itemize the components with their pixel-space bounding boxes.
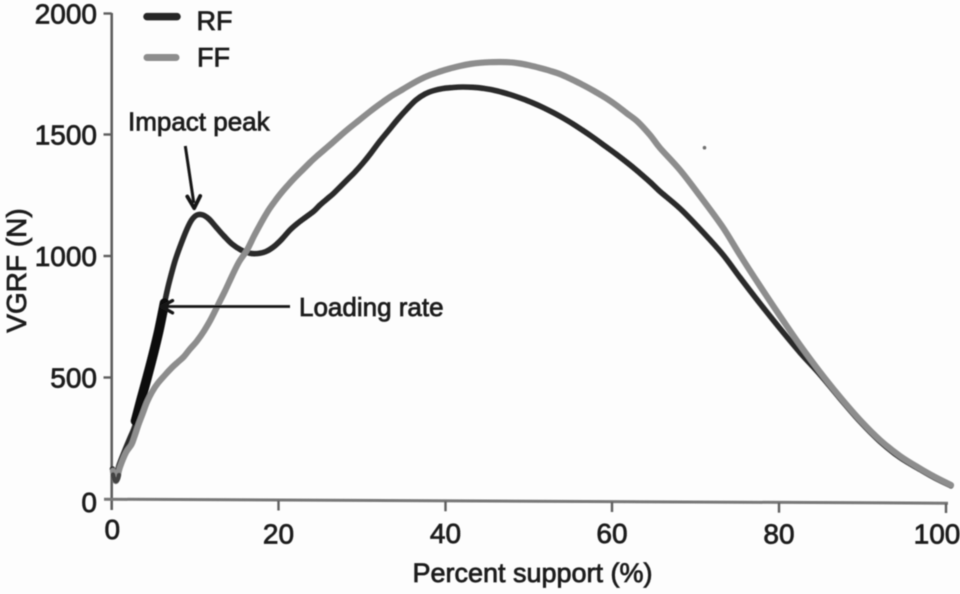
svg-text:1500: 1500 (35, 120, 97, 151)
svg-text:Percent support (%): Percent support (%) (412, 558, 652, 588)
svg-text:FF: FF (197, 42, 230, 72)
svg-text:20: 20 (263, 519, 294, 550)
svg-text:1000: 1000 (35, 241, 97, 272)
svg-text:0: 0 (81, 487, 97, 518)
svg-text:40: 40 (430, 518, 461, 549)
svg-text:80: 80 (763, 519, 794, 550)
svg-text:100: 100 (914, 519, 960, 550)
svg-text:500: 500 (50, 363, 97, 394)
svg-text:VGRF (N): VGRF (N) (1, 208, 32, 332)
svg-text:60: 60 (596, 518, 627, 549)
svg-text:2000: 2000 (35, 0, 97, 30)
svg-text:Impact peak: Impact peak (128, 107, 271, 137)
svg-text:RF: RF (197, 6, 233, 36)
svg-text:0: 0 (105, 514, 121, 545)
svg-text:Loading rate: Loading rate (299, 292, 444, 322)
